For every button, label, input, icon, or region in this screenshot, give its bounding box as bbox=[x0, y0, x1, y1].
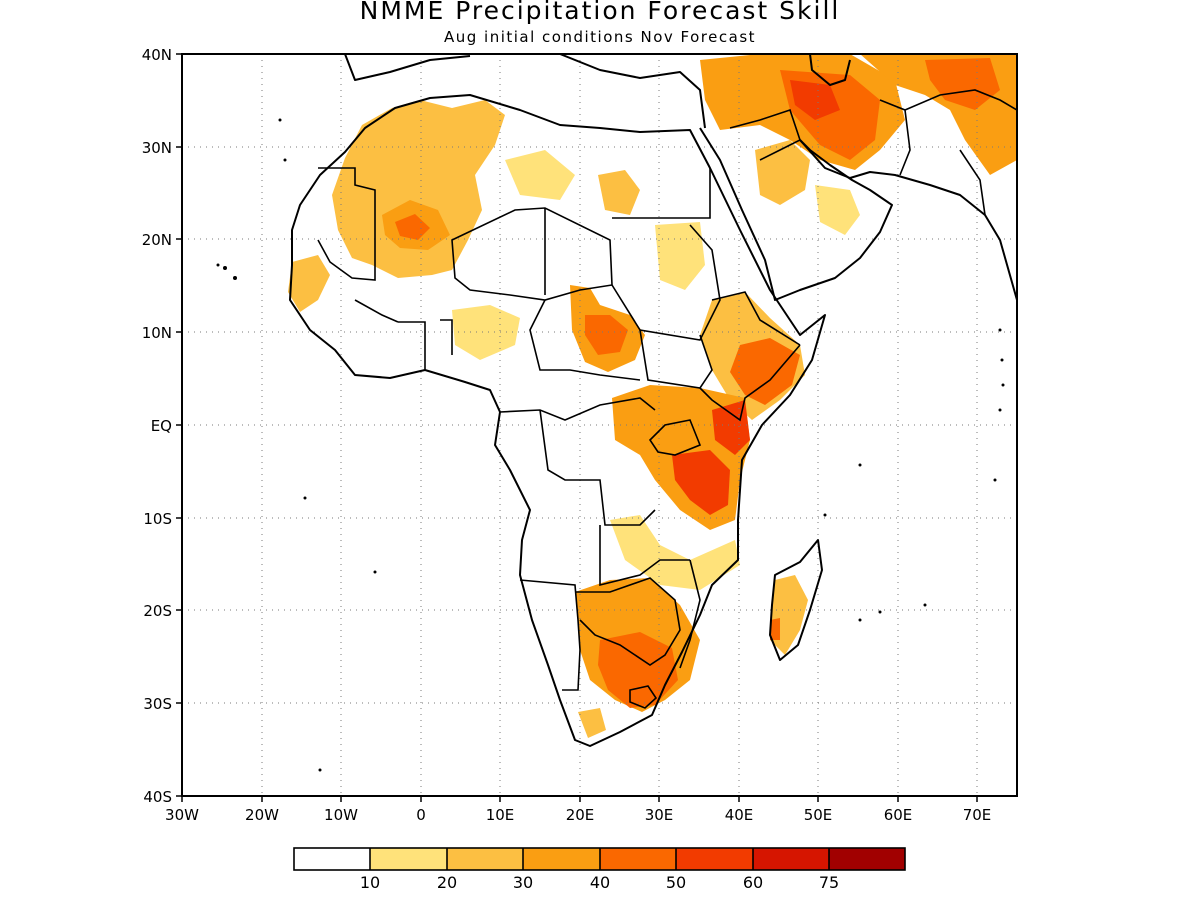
coastlines bbox=[289, 54, 1017, 747]
lon-label-30e: 30E bbox=[645, 806, 674, 824]
lat-label-20n: 20N bbox=[142, 231, 172, 249]
skill-core-madagascar bbox=[770, 618, 780, 640]
skill-core-central-asia bbox=[925, 58, 1000, 110]
colorbar-swatch-3 bbox=[447, 848, 523, 870]
colorbar-label-60: 60 bbox=[743, 873, 763, 892]
skill-core-east-africa-2 bbox=[712, 400, 750, 455]
lon-label-10e: 10E bbox=[486, 806, 515, 824]
arabia-coastline bbox=[699, 127, 893, 301]
skill-region-west-africa-coast bbox=[288, 255, 330, 312]
lon-label-20w: 20W bbox=[245, 806, 279, 824]
country-borders bbox=[317, 89, 1017, 709]
colorbar-swatch-1 bbox=[294, 848, 370, 870]
lon-label-30w: 30W bbox=[165, 806, 199, 824]
lat-label-30s: 30S bbox=[143, 695, 172, 713]
skill-region-arabia-east bbox=[815, 185, 860, 235]
lat-label-eq: EQ bbox=[151, 417, 172, 435]
colorbar-swatch-6 bbox=[676, 848, 753, 870]
colorbar: 10 20 30 40 50 60 75 bbox=[293, 847, 906, 892]
skill-region-sahara-west bbox=[332, 100, 505, 278]
lon-label-50e: 50E bbox=[804, 806, 833, 824]
skill-core-iran-2 bbox=[790, 80, 840, 120]
colorbar-swatch-4 bbox=[523, 848, 600, 870]
skill-region-libya bbox=[505, 150, 575, 200]
colorbar-label-40: 40 bbox=[590, 873, 610, 892]
madagascar-coastline bbox=[769, 539, 823, 661]
colorbar-label-30: 30 bbox=[513, 873, 533, 892]
colorbar-swatch-7 bbox=[753, 848, 829, 870]
colorbar-label-50: 50 bbox=[666, 873, 686, 892]
lat-label-20s: 20S bbox=[143, 602, 172, 620]
skill-core-sahara-2 bbox=[395, 214, 430, 240]
europe-coastline bbox=[344, 54, 706, 129]
skill-region-mozambique bbox=[610, 515, 740, 590]
caspian-coastline bbox=[809, 54, 851, 86]
skill-core-south-sudan bbox=[585, 315, 628, 355]
lat-label-10n: 10N bbox=[142, 324, 172, 342]
skill-core-east-africa bbox=[672, 450, 730, 515]
skill-core-ethiopia bbox=[730, 338, 800, 405]
tick-marks bbox=[176, 53, 978, 802]
lon-label-40e: 40E bbox=[725, 806, 754, 824]
lon-label-10w: 10W bbox=[324, 806, 358, 824]
skill-region-madagascar bbox=[770, 575, 808, 655]
colorbar-label-10: 10 bbox=[360, 873, 380, 892]
islands bbox=[216, 118, 1005, 772]
lat-label-10s: 10S bbox=[143, 510, 172, 528]
colorbar-swatch-5 bbox=[600, 848, 676, 870]
skill-region-egypt-sudan bbox=[598, 170, 640, 215]
lat-label-30n: 30N bbox=[142, 139, 172, 157]
skill-core-southern-africa bbox=[598, 632, 678, 708]
map-grid bbox=[182, 54, 1017, 796]
lat-labels: 40N 30N 20N 10N EQ 10S 20S 30S 40S bbox=[142, 46, 172, 806]
lon-label-60e: 60E bbox=[884, 806, 913, 824]
lon-labels: 30W 20W 10W 0 10E 20E 30E 40E 50E 60E 70… bbox=[165, 806, 991, 824]
lat-label-40s: 40S bbox=[143, 788, 172, 806]
colorbar-label-20: 20 bbox=[437, 873, 457, 892]
lat-label-40n: 40N bbox=[142, 46, 172, 64]
colorbar-swatch-8 bbox=[829, 848, 905, 870]
lon-label-0: 0 bbox=[416, 806, 426, 824]
skill-region-south-africa-cape bbox=[578, 708, 606, 738]
lon-label-20e: 20E bbox=[566, 806, 595, 824]
africa-coastline bbox=[289, 94, 826, 747]
chart-subtitle: Aug initial conditions Nov Forecast bbox=[443, 28, 757, 46]
iran-coastline bbox=[799, 139, 1017, 301]
skill-region-arabia bbox=[755, 140, 810, 205]
chart-title: NMME Precipitation Forecast Skill bbox=[359, 0, 841, 25]
lon-label-70e: 70E bbox=[963, 806, 992, 824]
colorbar-label-75: 75 bbox=[819, 873, 839, 892]
skill-region-sahel bbox=[452, 305, 520, 360]
skill-field bbox=[288, 54, 1017, 738]
colorbar-swatch-2 bbox=[370, 848, 447, 870]
skill-region-sudan-west bbox=[655, 222, 705, 290]
